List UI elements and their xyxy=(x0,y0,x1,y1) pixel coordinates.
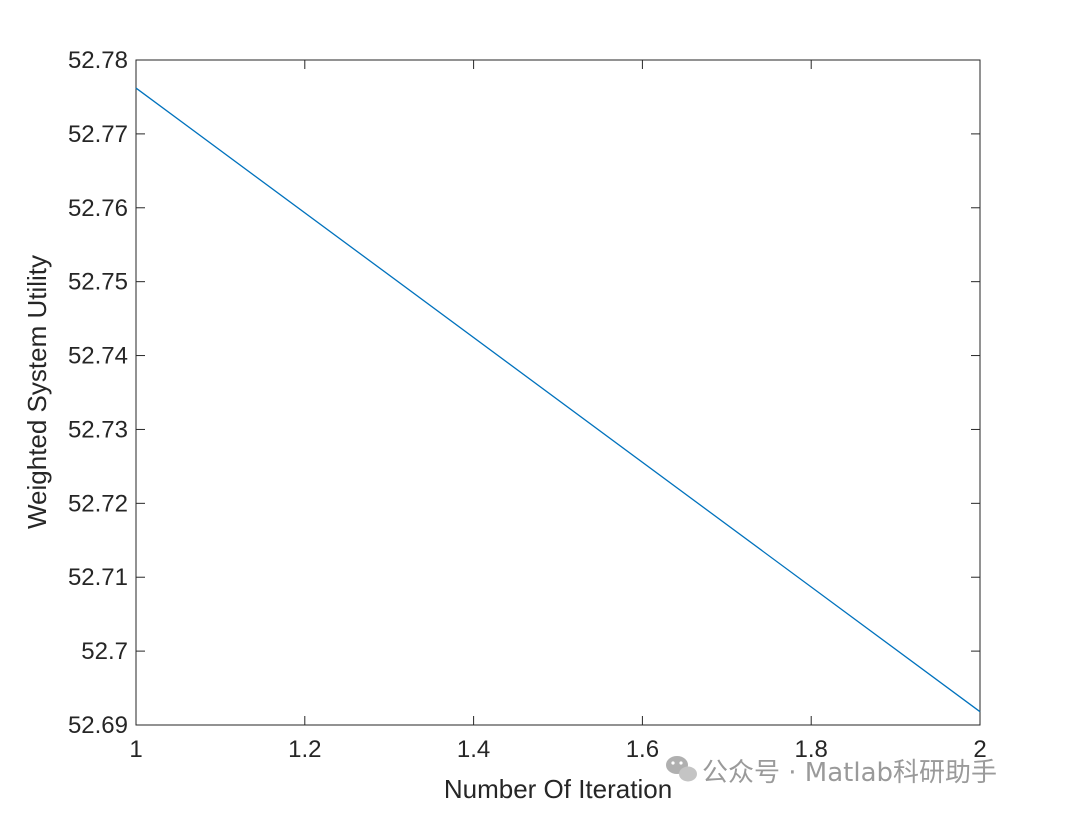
series-line-0 xyxy=(135,87,981,713)
y-tick-label: 52.74 xyxy=(68,343,128,370)
x-tick-label: 1.2 xyxy=(288,736,321,763)
y-tick-label: 52.71 xyxy=(68,564,128,591)
y-tick-label: 52.7 xyxy=(81,638,128,665)
x-axis-label: Number Of Iteration xyxy=(444,774,672,804)
y-tick-label: 52.77 xyxy=(68,121,128,148)
y-tick-label: 52.76 xyxy=(68,195,128,222)
y-tick-label: 52.78 xyxy=(68,47,128,74)
wechat-icon xyxy=(666,756,697,782)
y-axis-label: Weighted System Utility xyxy=(22,255,52,529)
plot-area xyxy=(135,59,981,726)
series-group xyxy=(135,87,981,713)
tick-labels-group: 1 1.2 1.4 1.6 1.8 2 52.69 52.7 52.71 52.72 52.73 52… xyxy=(68,47,987,763)
watermark: 公众号 · Matlab科研助手 xyxy=(666,756,997,788)
y-tick-label: 52.73 xyxy=(68,416,128,443)
y-tick-label: 52.75 xyxy=(68,269,128,296)
x-tick-label: 1.6 xyxy=(626,736,659,763)
x-tick-label: 2 xyxy=(973,736,986,763)
y-tick-label: 52.69 xyxy=(68,712,128,739)
x-tick-label: 1.4 xyxy=(457,736,490,763)
ticks-group xyxy=(135,59,981,726)
x-tick-label: 1.8 xyxy=(795,736,828,763)
y-tick-label: 52.72 xyxy=(68,490,128,517)
x-tick-label: 1 xyxy=(129,736,142,763)
watermark-text: 公众号 · Matlab科研助手 xyxy=(702,758,997,788)
